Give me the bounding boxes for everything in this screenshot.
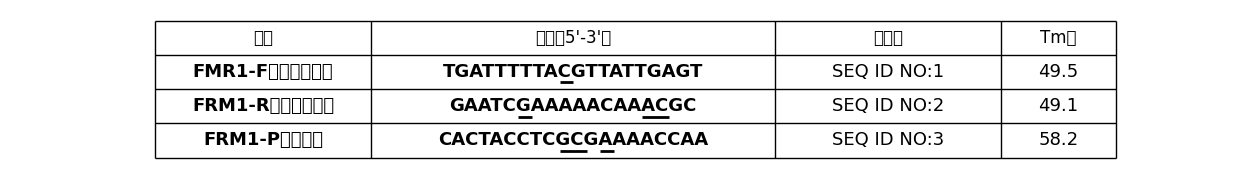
Text: TGATTTTTACGTTATTGAGT: TGATTTTTACGTTATTGAGT [443,63,703,81]
Text: FMR1-F（上游引物）: FMR1-F（上游引物） [192,63,334,81]
Text: 49.1: 49.1 [1038,97,1079,115]
Text: CACTACCTCGCGAAAACCAA: CACTACCTCGCGAAAACCAA [438,132,708,150]
Text: SEQ ID NO:2: SEQ ID NO:2 [832,97,944,115]
Text: 序列号: 序列号 [873,29,903,47]
Text: 名称: 名称 [253,29,273,47]
Text: 49.5: 49.5 [1038,63,1079,81]
Text: SEQ ID NO:1: SEQ ID NO:1 [832,63,944,81]
Text: FRM1-R（下游引物）: FRM1-R（下游引物） [192,97,334,115]
Text: GAATCGAAAAACAAACGC: GAATCGAAAAACAAACGC [449,97,697,115]
Text: Tm值: Tm值 [1040,29,1076,47]
Text: FRM1-P（探针）: FRM1-P（探针） [203,132,324,150]
Text: 序列（5'-3'）: 序列（5'-3'） [534,29,611,47]
Text: SEQ ID NO:3: SEQ ID NO:3 [832,132,944,150]
Text: 58.2: 58.2 [1038,132,1079,150]
